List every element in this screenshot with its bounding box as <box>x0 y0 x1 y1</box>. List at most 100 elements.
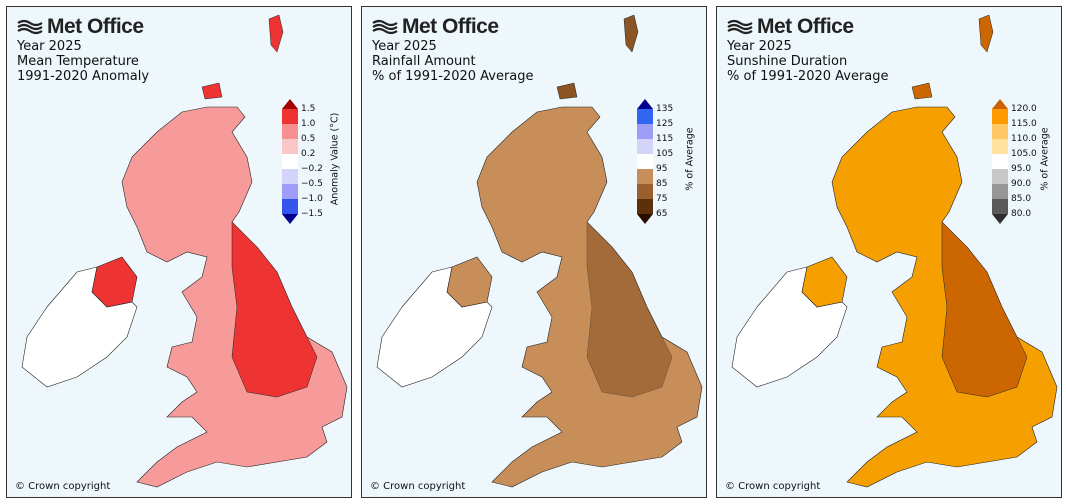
met-office-waves-icon <box>727 19 753 35</box>
copyright-text: © Crown copyright <box>370 481 466 492</box>
colorbar-tick-label: 85 <box>656 179 668 189</box>
colorbar-tick-label: 0.2 <box>301 149 316 159</box>
colorbar-band <box>637 124 653 139</box>
colorbar <box>992 99 1008 224</box>
copyright-text: © Crown copyright <box>725 481 821 492</box>
shetland-region <box>268 14 284 53</box>
colorbar-tick-label: 125 <box>656 119 674 129</box>
orkney-region <box>556 82 578 100</box>
colorbar <box>282 99 298 224</box>
colorbar-tick-label: 75 <box>656 194 668 204</box>
colorbar-under-triangle <box>992 214 1008 224</box>
colorbar-band <box>282 199 298 214</box>
title-line: Rainfall Amount <box>372 54 476 69</box>
colorbar-band <box>637 154 653 169</box>
colorbar-tick-label: 90.0 <box>1011 179 1032 189</box>
uk-map <box>21 14 348 488</box>
map-panel: Met Office Year 2025 Rainfall Amount% of … <box>361 6 707 498</box>
orkney-region <box>201 82 223 100</box>
colorbar-band <box>282 154 298 169</box>
met-office-waves-icon <box>17 19 43 35</box>
colorbar-tick-label: 65 <box>656 209 668 219</box>
map-panel: Met Office Year 2025 Sunshine Duration% o… <box>716 6 1062 498</box>
colorbar-axis-label: % of Average <box>1039 127 1051 191</box>
colorbar-legend: 1.5 1.0 0.5 0.2 −0.2 −0.5 −1.0 −1.5 Anomaly Val… <box>279 99 349 225</box>
colorbar-band <box>992 184 1008 199</box>
eastern-england-region <box>941 221 1028 398</box>
uk-map <box>731 14 1058 488</box>
colorbar-tick-label: −1.0 <box>301 194 323 204</box>
colorbar-tick-label: 110.0 <box>1011 134 1037 144</box>
colorbar-band <box>637 199 653 214</box>
colorbar-band <box>637 184 653 199</box>
colorbar-tick-label: 80.0 <box>1011 209 1032 219</box>
logo-text: Met Office <box>47 15 144 38</box>
colorbar-tick-label: 135 <box>656 104 674 114</box>
colorbar-band <box>992 199 1008 214</box>
shetland-region <box>978 14 994 53</box>
colorbar-legend: 120.0 115.0 110.0 105.0 95.0 90.0 85.0 80.0 % o… <box>989 99 1059 225</box>
copyright-text: © Crown copyright <box>15 481 111 492</box>
met-office-logo: Met Office <box>17 15 144 39</box>
logo-text: Met Office <box>757 15 854 38</box>
colorbar-tick-label: 1.5 <box>301 104 316 114</box>
colorbar-tick-label: 105.0 <box>1011 149 1037 159</box>
colorbar-tick-label: 95.0 <box>1011 164 1032 174</box>
colorbar-tick-label: −0.5 <box>301 179 323 189</box>
colorbar-band <box>282 139 298 154</box>
map-panel: Met Office Year 2025 Mean Temperature 1991… <box>6 6 352 498</box>
colorbar-tick-label: 85.0 <box>1011 194 1032 204</box>
colorbar-band <box>992 139 1008 154</box>
colorbar-tick-label: 120.0 <box>1011 104 1037 114</box>
colorbar-under-triangle <box>637 214 653 224</box>
met-office-waves-icon <box>372 19 398 35</box>
map-title: Year 2025 Rainfall Amount% of 1991-2020 A… <box>372 39 534 84</box>
colorbar <box>637 99 653 224</box>
title-line: Year 2025 <box>17 39 82 54</box>
title-line: Year 2025 <box>727 39 792 54</box>
colorbar-band <box>637 109 653 124</box>
colorbar-band <box>282 184 298 199</box>
logo-text: Met Office <box>402 15 499 38</box>
colorbar-band <box>637 139 653 154</box>
colorbar-axis-label: % of Average <box>684 127 696 191</box>
northern-ireland-region <box>91 256 138 308</box>
title-line: % of 1991-2020 Average <box>727 69 889 84</box>
colorbar-band <box>637 169 653 184</box>
colorbar-tick-label: 0.5 <box>301 134 316 144</box>
colorbar-tick-label: −0.2 <box>301 164 323 174</box>
eastern-england-region <box>231 221 318 398</box>
title-line: Mean Temperature <box>17 54 139 69</box>
map-title: Year 2025 Sunshine Duration% of 1991-2020… <box>727 39 889 84</box>
northern-ireland-region <box>446 256 493 308</box>
colorbar-band <box>992 169 1008 184</box>
orkney-region <box>911 82 933 100</box>
colorbar-tick-label: 1.0 <box>301 119 316 129</box>
title-line: 1991-2020 Anomaly <box>17 69 150 84</box>
uk-map <box>376 14 703 488</box>
colorbar-band <box>992 124 1008 139</box>
colorbar-tick-label: 115 <box>656 134 674 144</box>
colorbar-tick-label: 115.0 <box>1011 119 1037 129</box>
northern-ireland-region <box>801 256 848 308</box>
eastern-england-region <box>586 221 673 398</box>
colorbar-legend: 135 125 115 105 95 85 75 65 % of Average <box>634 99 704 225</box>
colorbar-band <box>992 109 1008 124</box>
title-line: Year 2025 <box>372 39 437 54</box>
colorbar-band <box>282 109 298 124</box>
shetland-region <box>623 14 639 53</box>
colorbar-tick-label: 95 <box>656 164 668 174</box>
colorbar-tick-label: 105 <box>656 149 674 159</box>
colorbar-tick-label: −1.5 <box>301 209 323 219</box>
met-office-logo: Met Office <box>727 15 854 39</box>
colorbar-band <box>282 169 298 184</box>
colorbar-band <box>282 124 298 139</box>
title-line: Sunshine Duration <box>727 54 848 69</box>
colorbar-over-triangle <box>992 99 1008 109</box>
colorbar-band <box>992 154 1008 169</box>
met-office-logo: Met Office <box>372 15 499 39</box>
title-line: % of 1991-2020 Average <box>372 69 534 84</box>
colorbar-axis-label: Anomaly Value (°C) <box>329 112 341 206</box>
colorbar-over-triangle <box>637 99 653 109</box>
colorbar-under-triangle <box>282 214 298 224</box>
